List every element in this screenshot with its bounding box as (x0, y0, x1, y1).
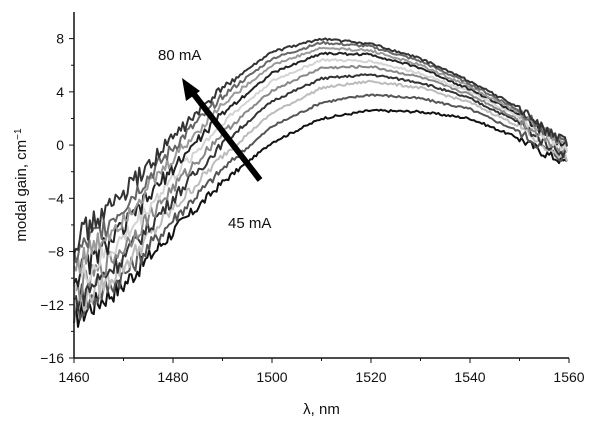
gain-curve-1 (73, 108, 568, 328)
gain-curve-10 (73, 37, 568, 255)
gain-curve-3 (73, 79, 568, 312)
y-tick-label: −12 (40, 297, 64, 313)
annotation-80ma: 80 mA (158, 47, 201, 64)
gain-curve-5 (73, 64, 568, 302)
current-increase-arrow-head (182, 78, 200, 101)
annotation-45ma: 45 mA (228, 215, 271, 232)
x-tick-label: 1560 (553, 369, 584, 385)
x-tick-label: 1500 (256, 369, 287, 385)
y-axis-label-text: modal gain, cm (13, 140, 30, 242)
y-axis-label: modal gain, cm−1 (13, 128, 31, 242)
y-tick-label: 8 (56, 31, 64, 47)
current-increase-arrow-shaft (190, 91, 263, 182)
y-axis-label-exponent: −1 (13, 128, 24, 140)
y-tick-label: 0 (56, 137, 64, 153)
plot-area (73, 37, 568, 328)
gain-curve-6 (73, 58, 568, 299)
y-tick-label: 4 (56, 84, 64, 100)
x-tick-label: 1540 (454, 369, 485, 385)
axes: 1460 1480 1500 1520 1540 1560 −16 −12 −8 −4 0 4 8 (40, 12, 585, 385)
x-tick-label: 1460 (58, 369, 89, 385)
gain-curve-2 (73, 93, 568, 324)
x-tick-label: 1480 (157, 369, 188, 385)
y-tick-label: −16 (40, 350, 64, 366)
y-tick-label: −8 (48, 244, 64, 260)
x-axis-label: λ, nm (303, 401, 340, 418)
y-tick-label: −4 (48, 190, 64, 206)
x-tick-label: 1520 (355, 369, 386, 385)
gain-curve-8 (73, 46, 568, 275)
annotations: 80 mA 45 mA (158, 47, 271, 232)
gain-curve-4 (73, 73, 568, 312)
